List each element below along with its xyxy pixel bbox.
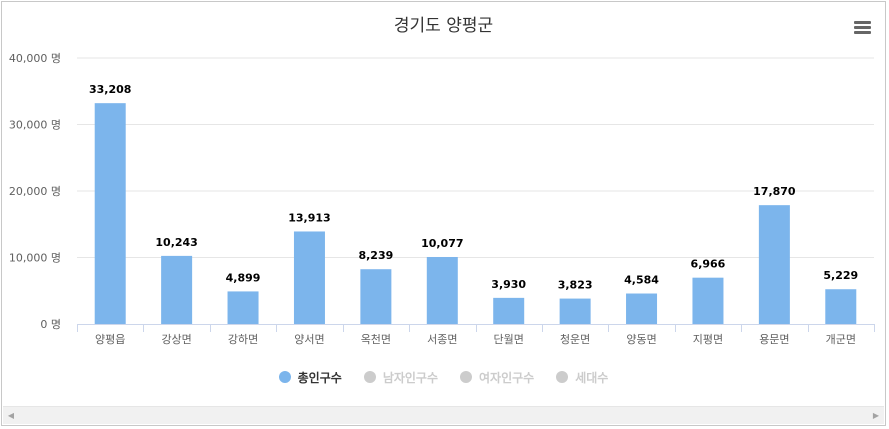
category-label: 양평읍 — [95, 333, 125, 346]
y-tick-label: 40,000 명 — [9, 52, 61, 65]
chevron-left-icon[interactable]: ◀ — [7, 411, 15, 420]
legend-marker-icon — [556, 371, 569, 383]
y-tick-label: 10,000 명 — [9, 252, 61, 265]
category-label: 서종면 — [427, 333, 457, 346]
legend-item[interactable]: 총인구수 — [278, 369, 342, 386]
chevron-right-icon[interactable]: ▶ — [872, 411, 880, 420]
legend-marker-icon — [278, 371, 291, 383]
bar — [227, 291, 259, 324]
horizontal-scrollbar[interactable]: ◀ ▶ — [3, 406, 884, 424]
category-label: 단월면 — [494, 333, 524, 346]
data-label: 4,584 — [624, 274, 659, 287]
category-label: 청운면 — [560, 333, 590, 346]
data-label: 17,870 — [753, 185, 796, 198]
bar — [559, 298, 591, 324]
bar — [692, 277, 724, 324]
grid-lines — [77, 57, 874, 258]
data-label: 13,913 — [288, 211, 330, 224]
bar — [825, 289, 857, 324]
category-label: 지평면 — [693, 333, 723, 346]
x-axis — [77, 324, 875, 332]
legend-label: 여자인구수 — [479, 370, 535, 385]
y-axis-ticks: 0 명 10,000 명 20,000 명 30,000 명 40,000 명 — [9, 52, 61, 331]
bar — [293, 231, 325, 324]
category-labels: 양평읍 강상면 강하면 양서면 옥천면 서종면 단월면 청운면 양동면 지평면 용문면 개군면 — [95, 332, 856, 346]
legend-item[interactable]: 여자인구수 — [460, 369, 534, 386]
category-label: 용문면 — [759, 333, 789, 346]
category-label: 강상면 — [161, 333, 191, 346]
data-label: 4,899 — [226, 271, 261, 284]
bar — [360, 269, 392, 324]
data-label: 8,239 — [358, 249, 393, 262]
category-label: 양동면 — [626, 333, 656, 346]
bar-series — [94, 103, 857, 324]
data-label: 3,930 — [491, 278, 526, 291]
data-label: 3,823 — [558, 279, 593, 292]
legend-marker-icon — [460, 371, 473, 383]
data-label: 10,243 — [155, 236, 197, 249]
category-label: 양서면 — [294, 333, 324, 346]
chart-title: 경기도 양평군 — [393, 16, 494, 36]
data-label: 33,208 — [89, 83, 131, 96]
legend-item[interactable]: 남자인구수 — [363, 369, 439, 386]
legend-marker-icon — [363, 371, 376, 383]
y-tick-label: 20,000 명 — [9, 185, 61, 198]
y-tick-label: 0 명 — [40, 318, 61, 331]
category-label: 개군면 — [826, 333, 856, 346]
bar — [626, 293, 658, 324]
bar — [493, 297, 525, 324]
legend-label: 남자인구수 — [382, 370, 439, 385]
chart-legend: 총인구수 남자인구수 여자인구수 세대수 — [2, 369, 885, 385]
y-tick-label: 30,000 명 — [9, 119, 61, 132]
bar — [426, 256, 458, 324]
legend-item[interactable]: 세대수 — [556, 369, 608, 386]
category-label: 강하면 — [228, 332, 258, 346]
hamburger-menu-icon[interactable] — [854, 21, 871, 35]
data-label: 6,966 — [691, 258, 726, 271]
category-label: 옥천면 — [361, 332, 391, 346]
data-label: 5,229 — [823, 269, 858, 282]
data-labels: 33,208 10,243 4,899 13,913 8,239 10,077 3,930 3… — [89, 83, 858, 291]
legend-label: 총인구수 — [297, 370, 342, 385]
bar — [94, 103, 126, 324]
chart-plot-area: 0 명 10,000 명 20,000 명 30,000 명 40,000 명 33,2… — [9, 52, 875, 346]
legend-label: 세대수 — [575, 370, 609, 385]
bar — [161, 255, 193, 324]
data-label: 10,077 — [421, 237, 463, 250]
bar — [758, 205, 790, 324]
